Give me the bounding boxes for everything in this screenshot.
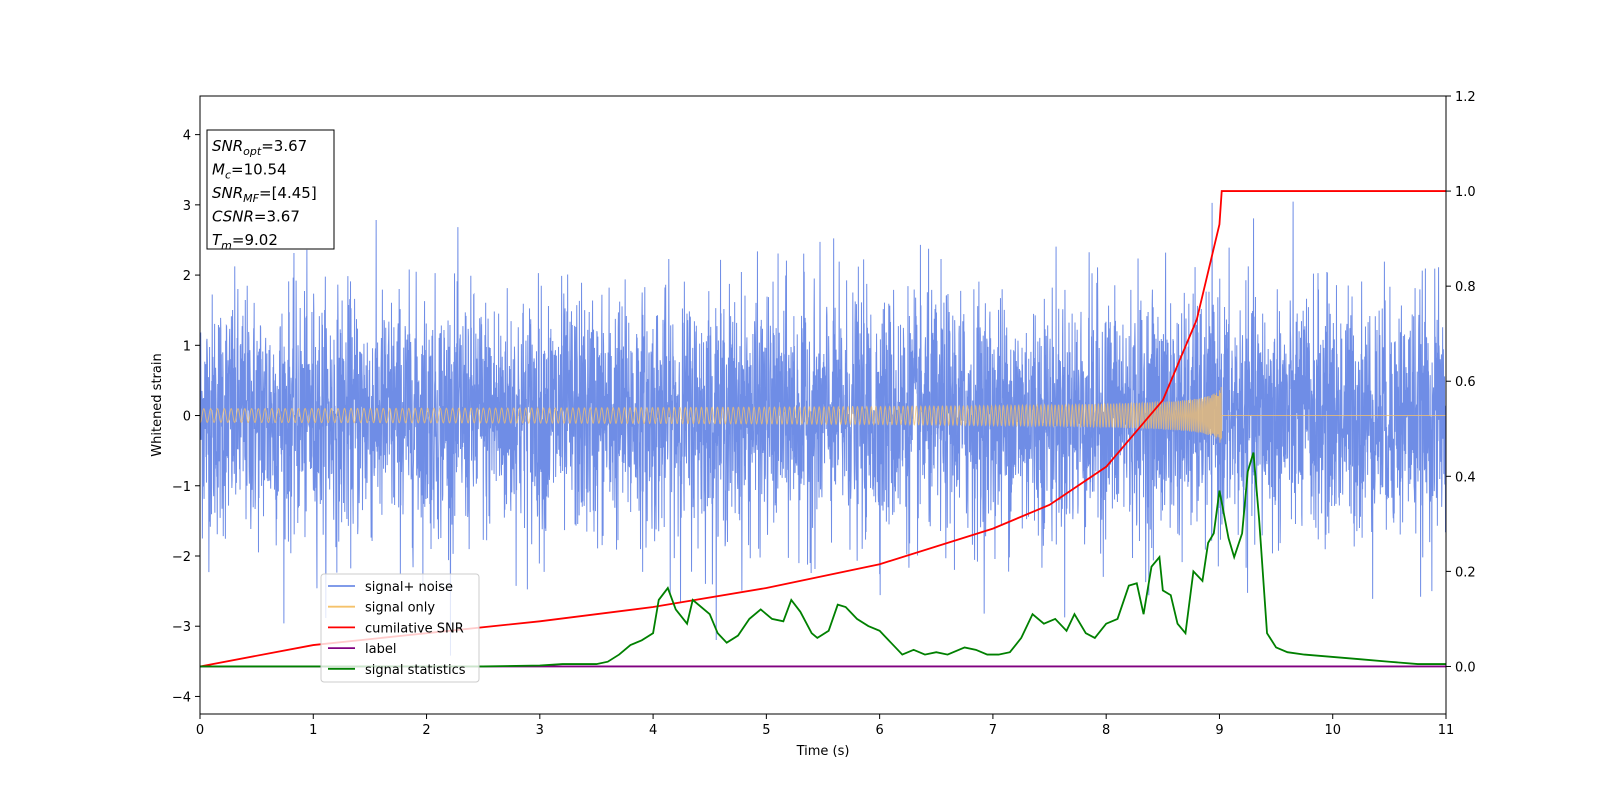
info-box-frame	[206, 129, 335, 250]
x-tick-label: 6	[875, 723, 883, 738]
y-left-tick-label: 1	[183, 339, 191, 354]
info-box-line: Mc=10.54	[212, 161, 287, 182]
y-right-tick-label: 0.0	[1455, 660, 1476, 675]
x-tick-label: 9	[1215, 723, 1223, 738]
x-axis-label: Time (s)	[796, 744, 850, 759]
info-box-line: SNRopt=3.67	[212, 137, 307, 158]
legend: signal+ noise signal only cumilative SNR la…	[320, 573, 480, 683]
y-right-tick-label: 0.6	[1455, 375, 1476, 390]
y-left-tick-label: 4	[183, 129, 191, 144]
y-right-tick-label: 1.0	[1455, 185, 1476, 200]
legend-label: cumilative SNR	[365, 621, 464, 636]
x-tick-label: 7	[989, 723, 997, 738]
x-tick-label: 11	[1438, 723, 1455, 738]
x-tick-label: 3	[536, 723, 544, 738]
y-right-tick-label: 1.2	[1455, 90, 1476, 105]
y-left-tick-label: −3	[172, 620, 191, 635]
legend-label: signal only	[365, 601, 435, 616]
y-right-tick-label: 0.4	[1455, 470, 1476, 485]
info-box-line: CSNR=3.67	[212, 208, 300, 226]
x-tick-label: 4	[649, 723, 657, 738]
legend-label: signal+ noise	[365, 580, 453, 595]
legend-label: signal statistics	[365, 663, 466, 678]
y-left-tick-label: 2	[183, 269, 191, 284]
y-right-tick-label: 0.2	[1455, 565, 1476, 580]
x-tick-label: 2	[422, 723, 430, 738]
x-tick-label: 0	[196, 723, 204, 738]
axes-layer: 0 1 2 3 4 5 6 7 8 9 10 11 −4 −3 −2 −1 0 1 2 3 4 0.0 0.2 0.4 0.6 0…	[172, 90, 1476, 738]
legend-label: label	[365, 642, 396, 657]
x-tick-label: 1	[309, 723, 317, 738]
series-signal-plus-noise	[199, 201, 1447, 656]
y-axis-label: Whitened strain	[150, 353, 165, 456]
legend-frame	[320, 573, 480, 683]
series-signal-only	[199, 386, 1446, 443]
y-left-tick-label: −1	[172, 480, 191, 495]
y-left-tick-label: 0	[183, 410, 191, 425]
y-left-tick-label: 3	[183, 199, 191, 214]
series-signal-statistics	[200, 452, 1446, 668]
plot-frame	[199, 95, 1447, 715]
x-tick-label: 8	[1102, 723, 1110, 738]
x-tick-label: 10	[1324, 723, 1341, 738]
y-left-tick-label: −2	[172, 550, 191, 565]
y-left-tick-label: −4	[172, 690, 191, 705]
info-box-line: SNRMF=[4.45]	[212, 184, 317, 205]
info-box-line: Tm=9.02	[212, 231, 278, 252]
y-right-tick-label: 0.8	[1455, 280, 1476, 295]
x-tick-label: 5	[762, 723, 770, 738]
